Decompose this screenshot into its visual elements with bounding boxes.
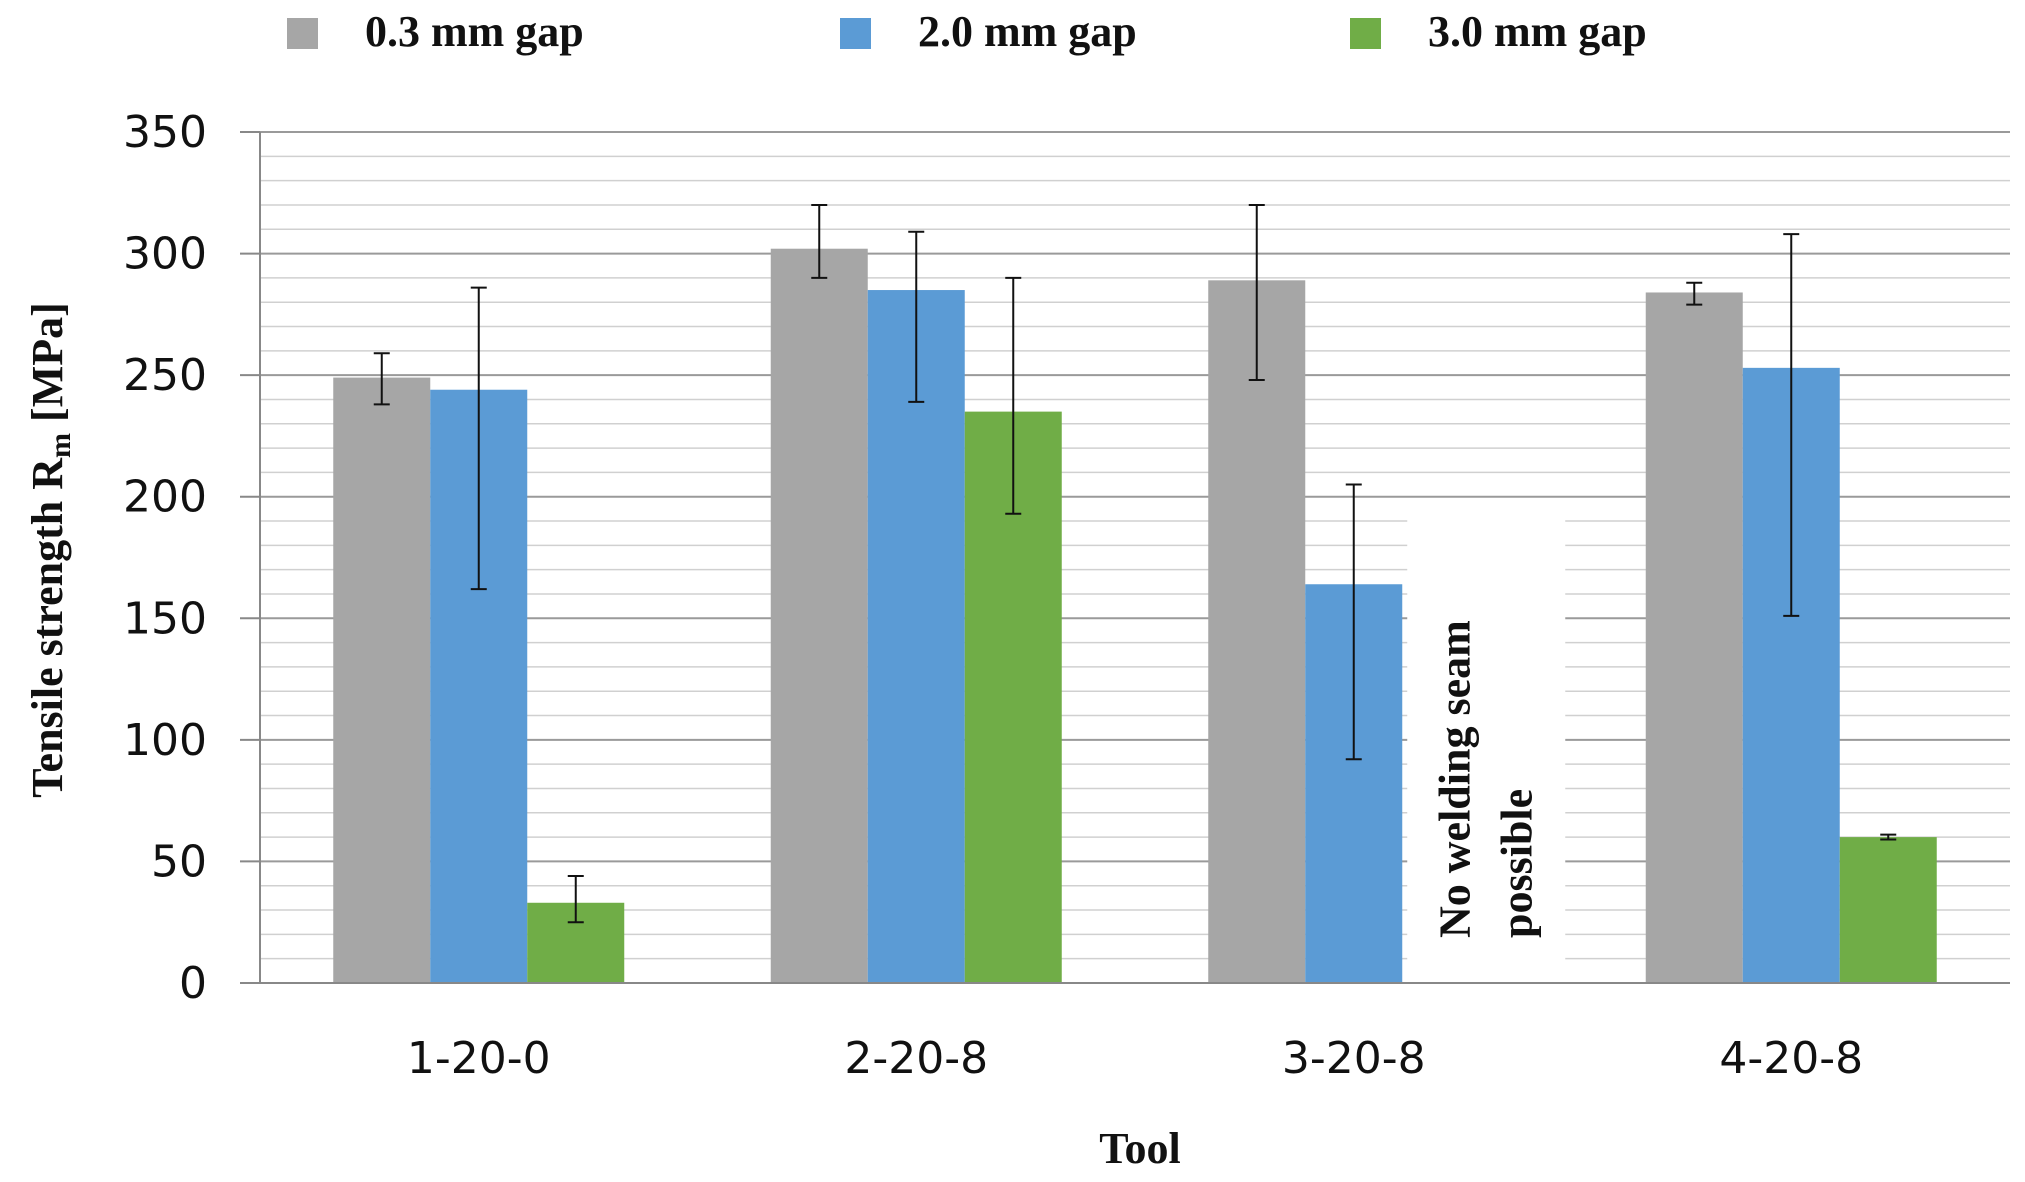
- bar: [867, 290, 965, 983]
- error-bars: [373, 203, 1897, 924]
- y-axis-title-unit: [MPa]: [23, 302, 72, 433]
- y-axis-title-subscript: m: [44, 433, 77, 458]
- legend-swatch: [1350, 18, 1381, 49]
- y-axis-title-main: Tensile strength R: [23, 457, 72, 798]
- y-tick-label: 100: [123, 715, 207, 766]
- axes: [240, 131, 2010, 984]
- bar: [333, 377, 431, 983]
- y-tick-label: 250: [123, 350, 207, 401]
- bar: [770, 248, 868, 984]
- x-tick-label: 4-20-8: [1719, 1033, 1863, 1084]
- legend-swatch: [840, 18, 871, 49]
- bar: [1208, 280, 1306, 983]
- x-axis-title: Tool: [1099, 1124, 1181, 1173]
- x-tick-label: 2-20-8: [844, 1033, 988, 1084]
- annotation-line: possible: [1492, 789, 1541, 938]
- y-tick-label: 0: [179, 958, 207, 1009]
- y-tick-label: 200: [123, 472, 207, 523]
- bar: [1839, 837, 1937, 983]
- annotation-box: [1407, 499, 1566, 982]
- x-tick-label: 3-20-8: [1282, 1033, 1426, 1084]
- legend-swatch: [287, 18, 318, 49]
- annotation: No welding seam possible: [1407, 499, 1566, 982]
- bar: [1645, 292, 1743, 984]
- legend-label: 3.0 mm gap: [1428, 7, 1647, 56]
- legend-label: 2.0 mm gap: [918, 7, 1137, 56]
- y-tick-label: 50: [151, 836, 207, 887]
- tick-labels: 0 50 100 150 200 250 300 350 1-20-0 2-20-8 3-20-8 4…: [123, 107, 1863, 1084]
- x-tick-label: 1-20-0: [407, 1033, 551, 1084]
- legend-label: 0.3 mm gap: [365, 7, 584, 56]
- y-tick-label: 150: [123, 593, 207, 644]
- y-tick-label: 350: [123, 107, 207, 158]
- legend: 0.3 mm gap 2.0 mm gap 3.0 mm gap: [287, 7, 1647, 56]
- bars: [333, 248, 1937, 984]
- y-tick-label: 300: [123, 229, 207, 280]
- annotation-line: No welding seam: [1430, 620, 1479, 938]
- y-axis-title: Tensile strength Rm [MPa]: [23, 302, 77, 798]
